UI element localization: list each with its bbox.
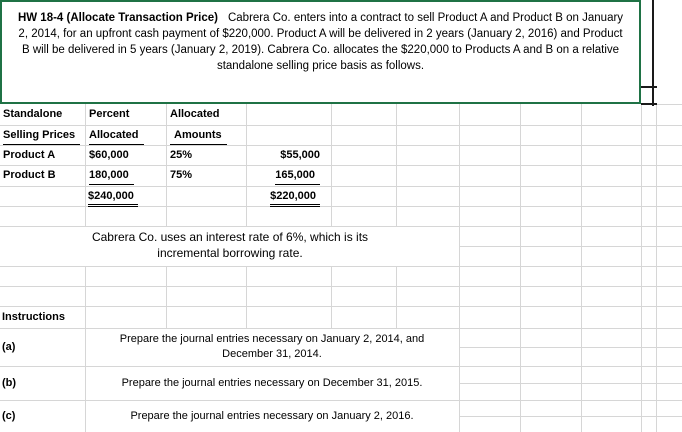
- cell-header-allocated-2[interactable]: Allocated: [85, 125, 169, 145]
- pane-edge-line: [652, 0, 654, 106]
- problem-title: HW 18-4 (Allocate Transaction Price): [17, 12, 218, 24]
- gridline-v: [246, 266, 247, 328]
- cell-header-selling-prices[interactable]: Selling Prices: [0, 125, 87, 145]
- gridline-h: [0, 366, 682, 367]
- gridline-h: [459, 416, 682, 417]
- gridline-v: [396, 266, 397, 328]
- pane-edge-tick: [641, 103, 657, 105]
- cell-header-amounts[interactable]: Amounts: [166, 125, 249, 145]
- gridline-v: [581, 104, 582, 432]
- selling-prices-label: Selling Prices: [3, 127, 81, 145]
- gridline-h: [0, 266, 682, 267]
- cell-total-allocated[interactable]: $220,000: [246, 186, 322, 207]
- cell-product-a-standalone-price[interactable]: $60,000: [89, 149, 129, 161]
- gridline-h: [0, 186, 682, 187]
- amounts-label: Amounts: [170, 127, 227, 145]
- cell-product-b-standalone-price[interactable]: 180,000: [85, 165, 169, 185]
- gridline-h: [0, 400, 682, 401]
- instruction-b-text[interactable]: Prepare the journal entries necessary on…: [121, 377, 423, 389]
- instructions-title[interactable]: Instructions: [2, 311, 65, 323]
- gridline-v: [656, 104, 657, 432]
- gridline-h: [0, 145, 682, 146]
- cell-product-b-percent[interactable]: 75%: [170, 169, 193, 181]
- gridline-v: [520, 104, 521, 432]
- instruction-c-label[interactable]: (c): [2, 410, 16, 422]
- gridline-h: [0, 165, 682, 166]
- cell-header-standalone[interactable]: Standalone: [3, 108, 63, 120]
- gridline-h: [641, 104, 682, 105]
- gridline-v: [459, 104, 460, 432]
- gridline-v: [85, 266, 86, 432]
- problem-body: Cabrera Co. enters into a contract to se…: [18, 12, 624, 72]
- instruction-b-label[interactable]: (b): [2, 377, 17, 389]
- cell-product-b-allocated-amount[interactable]: 165,000: [246, 165, 322, 185]
- gridline-v: [641, 104, 642, 432]
- product-b-allocated-value: 165,000: [275, 167, 320, 185]
- cell-product-a-allocated-amount[interactable]: $55,000: [280, 149, 320, 161]
- total-standalone-value: $240,000: [88, 188, 138, 207]
- gridline-v: [331, 266, 332, 328]
- cell-product-a-label[interactable]: Product A: [3, 149, 56, 161]
- gridline-h: [0, 286, 682, 287]
- instruction-a-text[interactable]: Prepare the journal entries necessary on…: [119, 333, 425, 360]
- pane-edge-tick: [641, 86, 657, 88]
- cell-product-b-label[interactable]: Product B: [3, 169, 56, 181]
- gridline-v: [166, 266, 167, 328]
- gridline-h: [459, 246, 682, 247]
- cell-product-a-percent[interactable]: 25%: [170, 149, 193, 161]
- instruction-a-label[interactable]: (a): [2, 341, 16, 353]
- problem-statement-box[interactable]: HW 18-4 (Allocate Transaction Price) Cabr…: [0, 0, 641, 104]
- gridline-h: [0, 226, 682, 227]
- gridline-h: [0, 125, 682, 126]
- cell-header-allocated[interactable]: Allocated: [170, 108, 220, 120]
- allocated-label: Allocated: [89, 127, 144, 145]
- total-allocated-value: $220,000: [270, 188, 320, 207]
- gridline-h: [459, 347, 682, 348]
- gridline-h: [0, 306, 682, 307]
- gridline-h: [459, 383, 682, 384]
- gridline-h: [0, 206, 682, 207]
- product-b-standalone-value: 180,000: [89, 167, 134, 185]
- interest-rate-note[interactable]: Cabrera Co. uses an interest rate of 6%,…: [91, 230, 369, 260]
- gridline-h: [0, 328, 682, 329]
- cell-total-standalone[interactable]: $240,000: [85, 186, 168, 207]
- instruction-c-text[interactable]: Prepare the journal entries necessary on…: [130, 410, 414, 422]
- cell-header-percent[interactable]: Percent: [89, 108, 130, 120]
